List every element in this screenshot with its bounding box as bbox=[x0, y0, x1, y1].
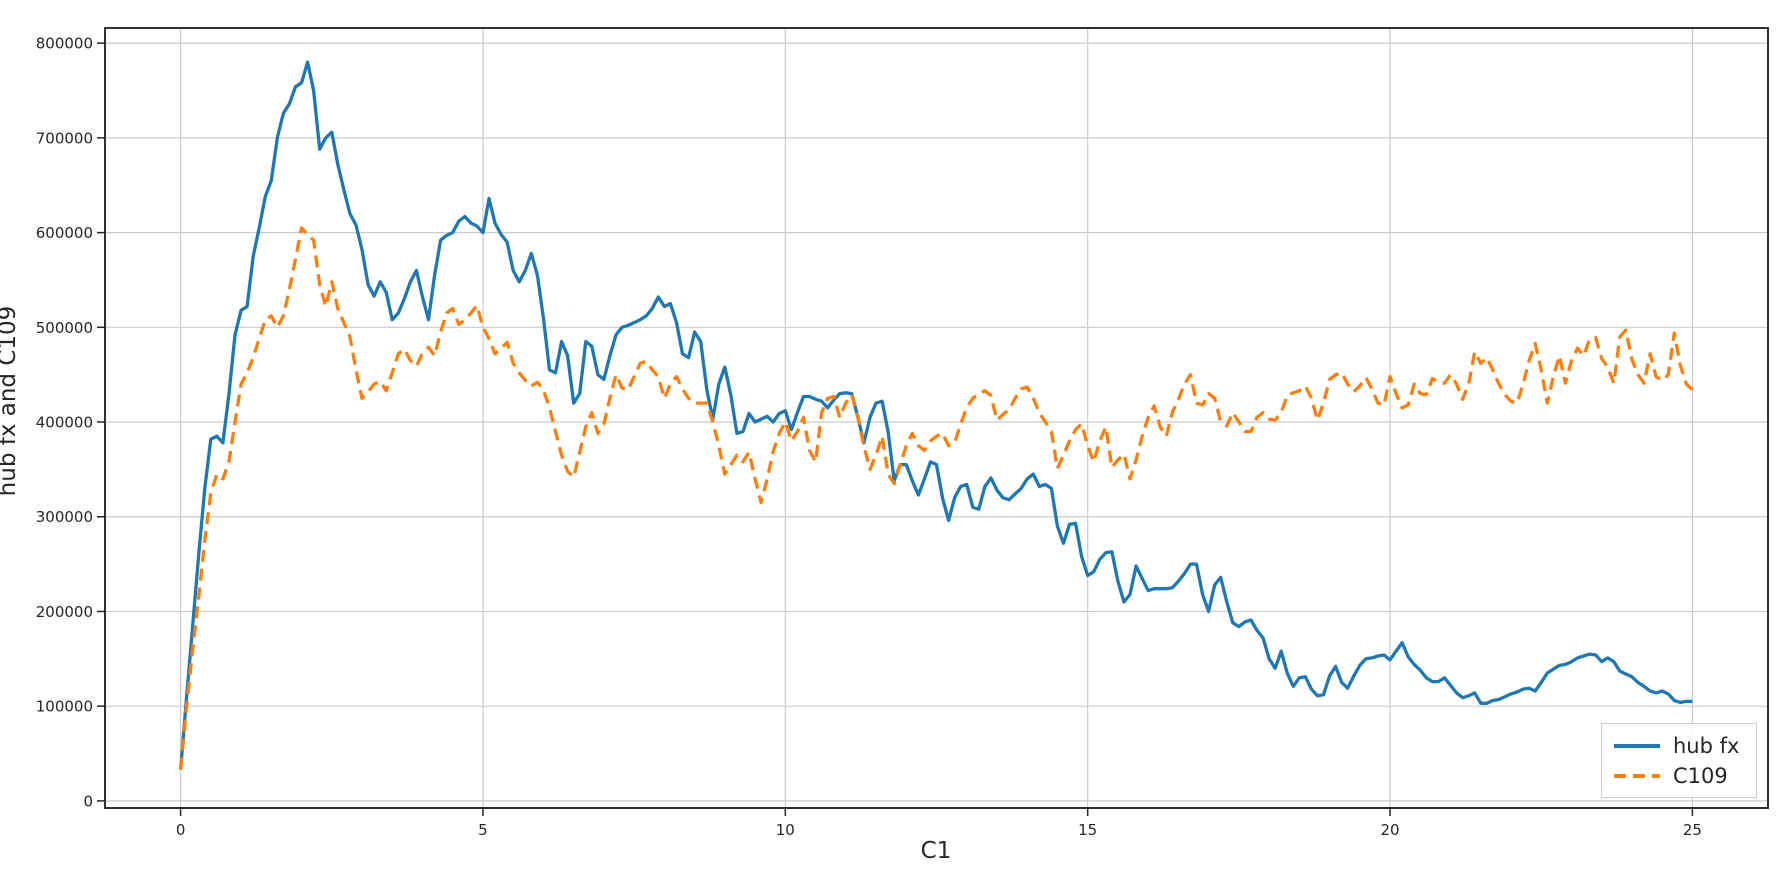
y-tick-label: 100000 bbox=[36, 698, 93, 716]
y-tick-label: 400000 bbox=[36, 414, 93, 432]
x-axis-label: C1 bbox=[920, 838, 952, 864]
y-tick-label: 500000 bbox=[36, 319, 93, 337]
x-tick-label: 10 bbox=[776, 821, 795, 839]
x-tick-label: 20 bbox=[1380, 821, 1399, 839]
y-tick-label: 700000 bbox=[36, 129, 93, 147]
legend-item-hub-fx: hub fx bbox=[1614, 731, 1746, 761]
legend-line-sample-dashed bbox=[1614, 774, 1660, 778]
legend-label-c109: C109 bbox=[1673, 764, 1728, 788]
series-line-c109 bbox=[178, 226, 1694, 770]
legend: hub fx C109 bbox=[1601, 723, 1757, 798]
x-tick-label: 25 bbox=[1683, 821, 1702, 839]
legend-label-hub-fx: hub fx bbox=[1673, 734, 1740, 758]
legend-item-c109: C109 bbox=[1614, 761, 1746, 791]
y-axis-label: hub fx and C109 bbox=[0, 305, 21, 497]
y-tick-label: 0 bbox=[83, 792, 93, 810]
series-line-hub-fx bbox=[178, 60, 1693, 770]
y-tick-label: 200000 bbox=[36, 603, 93, 621]
legend-line-sample-solid bbox=[1614, 744, 1660, 748]
x-tick-label: 0 bbox=[176, 821, 186, 839]
axes-frame bbox=[104, 27, 1769, 809]
y-tick-label: 600000 bbox=[36, 224, 93, 242]
x-tick-label: 15 bbox=[1078, 821, 1097, 839]
y-tick-label: 800000 bbox=[36, 35, 93, 53]
y-tick-label: 300000 bbox=[36, 508, 93, 526]
x-tick-label: 5 bbox=[478, 821, 488, 839]
